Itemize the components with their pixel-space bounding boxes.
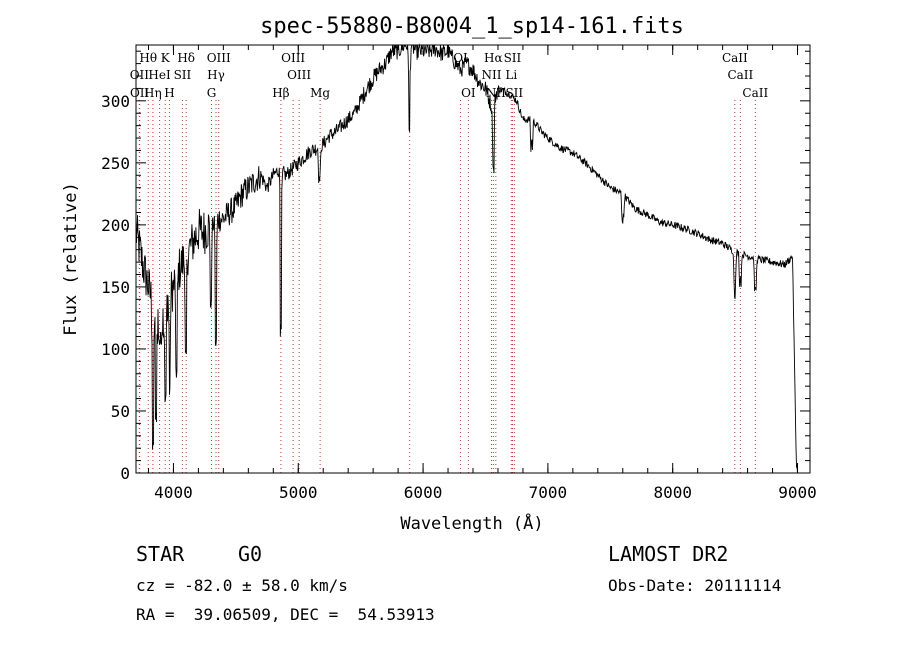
line-marker-label-19: H xyxy=(164,86,174,100)
line-marker-label-12: Hγ xyxy=(207,68,225,82)
spectrum-series xyxy=(135,43,798,474)
line-marker-label-11: SII xyxy=(174,68,192,82)
line-marker-label-21: Hβ xyxy=(272,86,289,100)
line-marker-label-1: K xyxy=(161,51,171,65)
line-marker-label-14: NII xyxy=(481,68,501,82)
y-tick-label-2: 100 xyxy=(101,340,130,359)
y-axis-label: Flux (relative) xyxy=(61,182,81,336)
y-tick-label-4: 200 xyxy=(101,216,130,235)
line-marker-label-6: Hα xyxy=(484,51,503,65)
x-tick-label-4: 8000 xyxy=(653,483,692,502)
y-tick-label-3: 150 xyxy=(101,278,130,297)
line-marker-label-26: CaII xyxy=(742,86,768,100)
line-marker-label-22: Mg xyxy=(310,86,330,100)
line-marker-label-20: G xyxy=(207,86,217,100)
line-marker-label-4: OIII xyxy=(281,51,305,65)
coordinates-label: RA = 39.06509, DEC = 54.53913 xyxy=(136,605,435,624)
line-marker-label-15: Li xyxy=(505,68,517,82)
line-marker-label-9: OII xyxy=(130,68,150,82)
chart-title: spec-55880-B8004_1_sp14-161.fits xyxy=(260,14,684,39)
line-marker-label-25: SII xyxy=(505,86,523,100)
y-axis: 0 50 100 150 200 250 300 xyxy=(101,50,810,483)
line-marker-label-13: OIII xyxy=(287,68,311,82)
x-axis: 4000 5000 6000 7000 8000 9000 xyxy=(147,45,817,502)
survey-label: LAMOST DR2 xyxy=(608,542,729,566)
plot-frame xyxy=(135,44,811,474)
x-tick-label-0: 4000 xyxy=(154,483,193,502)
x-tick-label-2: 6000 xyxy=(404,483,443,502)
line-marker-label-17: OII xyxy=(130,86,150,100)
obs-date-label: Obs-Date: 20111114 xyxy=(608,576,782,595)
line-marker-label-3: OIII xyxy=(207,51,231,65)
redshift-label: cz = -82.0 ± 58.0 km/s xyxy=(136,576,348,595)
x-tick-label-3: 7000 xyxy=(529,483,568,502)
spectrum-line xyxy=(135,43,798,474)
x-tick-label-1: 5000 xyxy=(279,483,318,502)
line-marker-label-18: Hη xyxy=(144,86,162,100)
y-tick-label-6: 300 xyxy=(101,92,130,111)
line-marker-label-23: OI xyxy=(461,86,476,100)
line-marker-label-2: Hδ xyxy=(177,51,195,65)
class-label: STAR xyxy=(136,542,185,566)
y-tick-label-0: 0 xyxy=(120,464,130,483)
x-axis-label: Wavelength (Å) xyxy=(400,512,543,534)
y-tick-label-1: 50 xyxy=(111,402,130,421)
y-tick-label-5: 250 xyxy=(101,154,130,173)
subclass-label: G0 xyxy=(238,542,263,566)
line-marker-label-7: SII xyxy=(504,51,522,65)
line-marker-label-16: CaII xyxy=(727,68,753,82)
line-marker-label-10: HeI xyxy=(148,68,171,82)
x-tick-label-5: 9000 xyxy=(778,483,817,502)
line-marker-label-0: Hθ xyxy=(139,51,157,65)
line-marker-label-8: CaII xyxy=(722,51,748,65)
